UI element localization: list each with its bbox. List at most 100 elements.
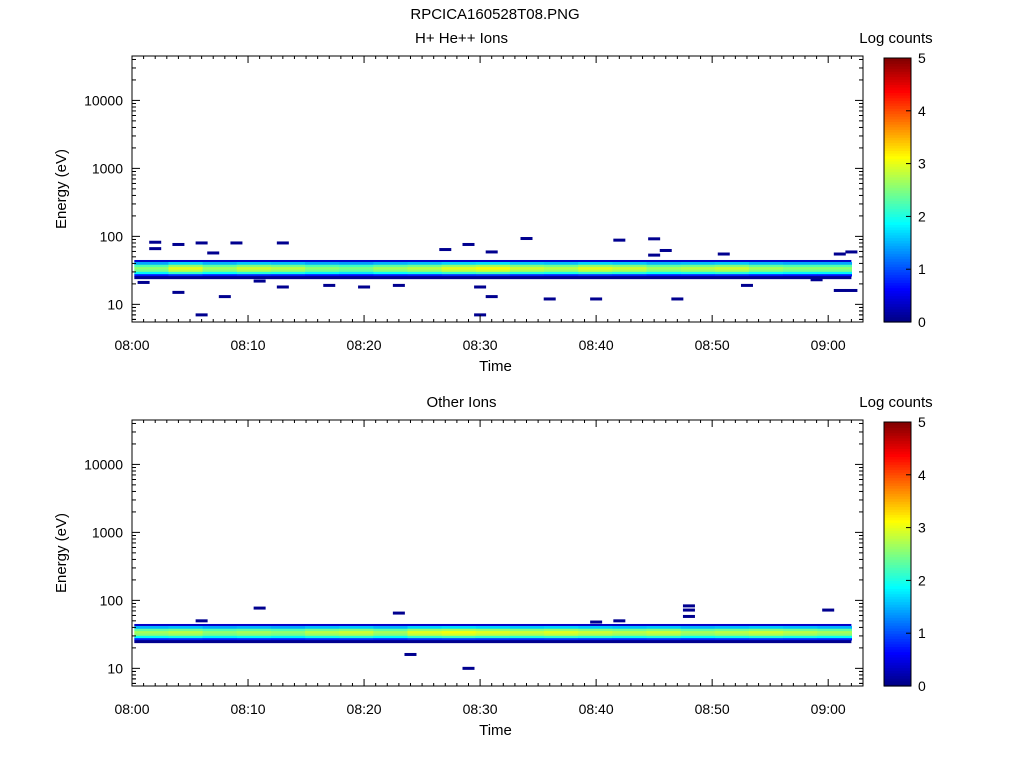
band-cell bbox=[646, 630, 682, 634]
colorbar-cell bbox=[884, 102, 911, 107]
x-tick-label: 08:50 bbox=[695, 337, 730, 353]
count-mark bbox=[485, 295, 498, 299]
colorbar-cell bbox=[884, 298, 911, 302]
band-cell bbox=[236, 633, 272, 636]
colorbar-cell bbox=[884, 84, 911, 88]
colorbar-cell bbox=[884, 171, 911, 175]
band-cell bbox=[373, 635, 409, 639]
x-tick-label: 08:20 bbox=[347, 337, 382, 353]
count-mark bbox=[717, 252, 730, 256]
band-cell bbox=[168, 266, 204, 270]
count-mark bbox=[833, 252, 846, 256]
colorbar-cell bbox=[884, 672, 911, 677]
colorbar-cell bbox=[884, 503, 911, 508]
band-cell bbox=[544, 630, 579, 634]
x-tick-label: 08:00 bbox=[114, 701, 149, 717]
band-cell bbox=[612, 630, 648, 634]
band-cell bbox=[270, 625, 306, 629]
colorbar-cell bbox=[884, 501, 911, 505]
count-mark bbox=[404, 652, 417, 656]
colorbar-cell bbox=[884, 638, 911, 642]
count-mark bbox=[149, 247, 162, 251]
colorbar-cell bbox=[884, 664, 911, 669]
colorbar-cell bbox=[884, 176, 911, 181]
colorbar-cell bbox=[884, 311, 911, 315]
colorbar-cell bbox=[884, 646, 911, 650]
band-cell bbox=[612, 271, 648, 275]
band-cell bbox=[748, 633, 784, 636]
band-cell bbox=[544, 271, 579, 275]
colorbar-cell bbox=[884, 422, 911, 426]
colorbar-cell bbox=[884, 561, 911, 566]
band-cell bbox=[134, 266, 170, 270]
band-cell bbox=[817, 635, 852, 639]
colorbar-cell bbox=[884, 226, 911, 231]
x-tick-label: 08:10 bbox=[231, 337, 266, 353]
band-cell bbox=[475, 269, 511, 272]
colorbar-cell bbox=[884, 92, 911, 96]
colorbar-cell bbox=[884, 208, 911, 212]
colorbar-cell bbox=[884, 432, 911, 436]
band-cell bbox=[441, 625, 477, 629]
count-mark bbox=[474, 313, 487, 317]
colorbar-cell bbox=[884, 543, 911, 547]
count-mark bbox=[323, 283, 336, 287]
band-cell bbox=[680, 271, 716, 275]
band-cell bbox=[578, 637, 613, 641]
band-cell bbox=[680, 266, 716, 270]
band-cell bbox=[646, 266, 682, 270]
colorbar-cell bbox=[884, 168, 911, 173]
colorbar-cell bbox=[884, 271, 911, 276]
colorbar-cell bbox=[884, 269, 911, 273]
colorbar-cell bbox=[884, 108, 911, 112]
band-cell bbox=[646, 269, 682, 272]
count-mark bbox=[276, 285, 289, 289]
colorbar-cell bbox=[884, 221, 911, 225]
colorbar-cell bbox=[884, 87, 911, 91]
colorbar-cell bbox=[884, 540, 911, 545]
band-cell bbox=[236, 625, 272, 629]
band-cell bbox=[783, 637, 818, 641]
band-cell bbox=[680, 630, 716, 634]
colorbar-cell bbox=[884, 445, 911, 449]
band-cell bbox=[441, 271, 477, 275]
colorbar-cell bbox=[884, 174, 911, 178]
band-cell bbox=[168, 273, 204, 277]
band-cell bbox=[202, 625, 238, 629]
colorbar-cell bbox=[884, 261, 911, 265]
colorbar-cell bbox=[884, 670, 911, 674]
colorbar-cell bbox=[884, 448, 911, 452]
colorbar-cell bbox=[884, 118, 911, 122]
count-mark bbox=[810, 278, 823, 282]
band-cell bbox=[475, 633, 511, 636]
colorbar-cell bbox=[884, 155, 911, 159]
y-tick-label: 1000 bbox=[92, 160, 123, 176]
colorbar-cell bbox=[884, 79, 911, 83]
colorbar-cell bbox=[884, 593, 911, 597]
band-cell bbox=[680, 633, 716, 636]
band-cell bbox=[270, 264, 306, 268]
colorbar-tick-label: 3 bbox=[918, 520, 926, 536]
band-cell bbox=[612, 261, 648, 265]
band-cell bbox=[270, 637, 306, 641]
band-cell bbox=[270, 271, 306, 275]
colorbar-cell bbox=[884, 532, 911, 537]
colorbar-cell bbox=[884, 551, 911, 555]
band-cell bbox=[407, 625, 443, 629]
colorbar-cell bbox=[884, 100, 911, 104]
colorbar-cell bbox=[884, 596, 911, 600]
colorbar-cell bbox=[884, 153, 911, 157]
y-tick-label: 10000 bbox=[84, 92, 123, 108]
band-cell bbox=[817, 633, 852, 636]
band-cell bbox=[407, 264, 443, 268]
band-cell bbox=[168, 261, 204, 265]
band-cell bbox=[270, 261, 306, 265]
count-mark bbox=[195, 313, 208, 317]
band-cell bbox=[680, 264, 716, 268]
band-cell bbox=[817, 271, 852, 275]
band-cell bbox=[134, 625, 170, 629]
band-cell bbox=[305, 630, 340, 634]
colorbar-cell bbox=[884, 200, 911, 204]
colorbar-cell bbox=[884, 509, 911, 513]
colorbar-tick-label: 1 bbox=[918, 625, 926, 641]
